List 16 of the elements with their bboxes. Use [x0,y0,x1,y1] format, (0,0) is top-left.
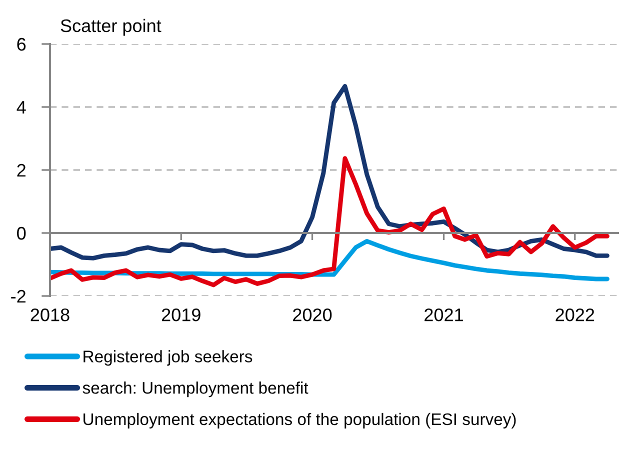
y-tick-label: 4 [16,101,26,114]
y-tick-label: 0 [17,226,26,240]
y-axis-title: Scatter point [60,18,162,36]
legend-label: search: Unemployment benefit [82,382,308,398]
legend-label: Unemployment expectations of the population (ESI survey) [84,412,516,428]
line-series [50,84,610,260]
y-tick-label: 2 [17,164,26,177]
line-series [50,156,610,288]
y-tick-label: -2 [11,290,26,303]
x-tick-label: 2018 [30,308,70,322]
y-tick-label: 6 [17,38,26,51]
x-tick-label: 2021 [424,308,463,322]
x-tick-label: 2020 [293,308,332,322]
x-tick-label: 2019 [162,308,200,322]
legend-label: Registered job seekers [84,350,252,366]
x-tick-label: 2022 [556,308,594,322]
